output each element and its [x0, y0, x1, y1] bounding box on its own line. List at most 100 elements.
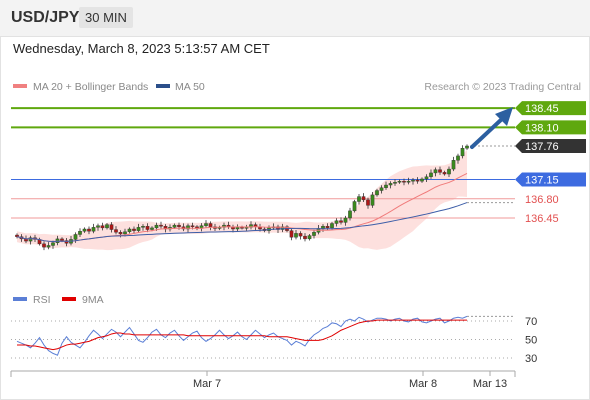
- rsi-legend-swatch: [13, 297, 27, 301]
- price-label-box: [515, 101, 586, 116]
- ma50-legend-swatch: [156, 84, 170, 88]
- candle-body: [357, 196, 361, 202]
- candle-body: [46, 245, 51, 248]
- candle-body: [388, 183, 393, 186]
- price-label-box: [515, 120, 586, 135]
- candle-body: [402, 180, 406, 183]
- ma20-legend-label: MA 20 + Bollinger Bands: [33, 81, 148, 93]
- ma50-line: [16, 202, 468, 242]
- price-label: 137.76: [525, 141, 559, 153]
- candle-body: [307, 235, 312, 240]
- candle-body: [177, 224, 181, 227]
- candle-body: [100, 225, 105, 229]
- candle-body: [114, 229, 118, 233]
- header-bar: USD/JPY 30 MIN: [0, 0, 590, 37]
- candle-body: [105, 224, 109, 229]
- rsi-legend-label: RSI: [33, 294, 51, 306]
- candle-body: [235, 227, 240, 230]
- candle-body: [64, 240, 69, 244]
- candle-body: [375, 190, 379, 196]
- candle-body: [393, 182, 397, 184]
- candle-body: [456, 155, 460, 161]
- rsi-level-label: 50: [525, 335, 537, 347]
- candle-body: [397, 180, 402, 183]
- candle-body: [87, 228, 91, 232]
- x-axis-tick-label: Mar 13: [473, 378, 507, 390]
- candle-body: [132, 228, 136, 231]
- candle-body: [415, 179, 420, 182]
- candle-body: [294, 233, 298, 238]
- candle-body: [60, 238, 64, 241]
- candle-body: [460, 147, 465, 157]
- candle-body: [78, 230, 82, 235]
- price-label: 136.45: [525, 213, 559, 225]
- candle-body: [424, 176, 429, 180]
- candle-body: [186, 225, 190, 230]
- candle-body: [352, 201, 357, 212]
- candle-body: [330, 223, 334, 229]
- x-axis-tick-label: Mar 8: [409, 378, 437, 390]
- candle-body: [123, 231, 127, 235]
- candle-body: [91, 227, 96, 232]
- candle-body: [321, 226, 325, 229]
- candle-body: [150, 227, 154, 230]
- candle-body: [240, 227, 244, 229]
- candle-body: [447, 168, 451, 175]
- candle-body: [366, 199, 370, 206]
- candle-body: [109, 224, 114, 230]
- candle-body: [42, 243, 46, 248]
- candle-body: [312, 232, 316, 236]
- candle-body: [433, 169, 438, 174]
- candle-body: [15, 234, 19, 237]
- candle-body: [51, 242, 55, 246]
- price-label: 137.15: [525, 175, 559, 187]
- rsi-level-label: 70: [525, 316, 537, 328]
- candle-body: [145, 226, 150, 230]
- candle-body: [141, 226, 145, 228]
- bollinger-band: [17, 149, 467, 251]
- source-credit: Research © 2023 Trading Central: [424, 81, 581, 93]
- ma9-legend-label: 9MA: [82, 294, 104, 306]
- candle-body: [406, 180, 411, 183]
- candle-body: [127, 228, 132, 232]
- candle-body: [96, 225, 100, 228]
- candle-body: [411, 179, 415, 182]
- candle-body: [334, 220, 339, 224]
- candle-body: [208, 223, 213, 227]
- candle-body: [82, 228, 87, 232]
- candle-body: [343, 217, 348, 223]
- symbol-title: USD/JPY: [11, 9, 80, 26]
- price-label-box: [515, 139, 586, 153]
- price-label: 138.10: [525, 122, 559, 134]
- rsi-level-label: 30: [525, 353, 537, 365]
- candle-body: [289, 230, 294, 238]
- x-axis-tick-label: Mar 7: [193, 378, 221, 390]
- candle-body: [348, 210, 352, 219]
- candle-body: [154, 224, 159, 229]
- trend-arrow-icon: [470, 107, 513, 149]
- candle-body: [118, 232, 123, 235]
- candle-body: [379, 187, 384, 191]
- candle-body: [28, 237, 33, 242]
- candle-body: [325, 226, 330, 229]
- price-label: 136.80: [525, 194, 559, 206]
- candle-body: [73, 234, 78, 240]
- timestamp-text: Wednesday, March 8, 2023 5:13:57 AM CET: [13, 41, 270, 56]
- candle-body: [303, 235, 307, 240]
- candle-body: [420, 178, 424, 182]
- candle-body: [465, 145, 469, 149]
- candle-body: [136, 227, 141, 231]
- candle-body: [429, 172, 433, 177]
- candle-body: [172, 224, 177, 228]
- rsi-ma9-line: [17, 319, 467, 351]
- candle-body: [204, 223, 208, 226]
- candle-body: [244, 227, 249, 229]
- candle-body: [190, 225, 195, 227]
- candle-body: [384, 184, 388, 188]
- ma50-legend-label: MA 50: [175, 81, 205, 93]
- timeframe-button[interactable]: 30 MIN: [79, 7, 133, 28]
- candle-body: [370, 194, 375, 206]
- price-label: 138.45: [525, 103, 559, 115]
